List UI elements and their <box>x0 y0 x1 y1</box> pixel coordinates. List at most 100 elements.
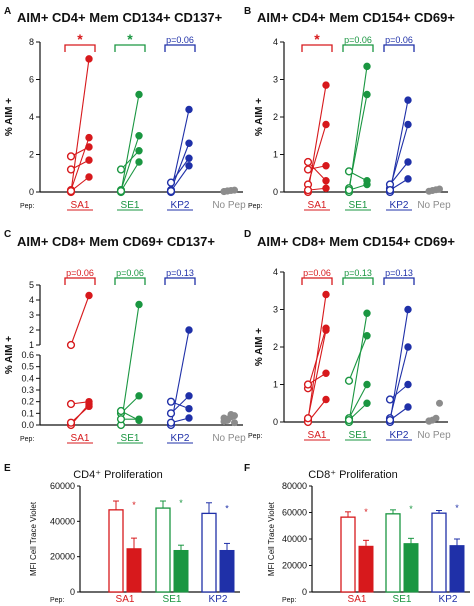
y-tick-label: 4 <box>273 37 278 47</box>
category-label: No Pep <box>417 430 451 441</box>
pep-label: Pep: <box>50 597 64 604</box>
point-stim <box>185 154 193 162</box>
bar-stim <box>358 545 374 593</box>
y-tick-label: 40000 <box>282 534 307 544</box>
significance-label: p=0.06 <box>385 35 413 45</box>
point-stim <box>404 343 412 351</box>
point-stim <box>185 414 193 422</box>
category-label: No Pep <box>212 433 246 444</box>
point-nopep <box>224 416 231 424</box>
point-stim <box>322 184 330 192</box>
point-stim <box>185 105 193 114</box>
pair-line <box>120 304 140 426</box>
pair-line <box>120 94 140 193</box>
category-label: SE1 <box>393 594 412 605</box>
point-nopep <box>425 417 433 425</box>
significance-bracket <box>114 277 146 285</box>
point-stim <box>185 392 193 400</box>
point-unstim <box>166 409 176 418</box>
pep-label: Pep: <box>248 203 262 210</box>
y-tick-label: 20000 <box>282 561 307 571</box>
y-tick-label: 0 <box>302 587 307 597</box>
y-tick-label: 0.1 <box>21 408 34 418</box>
chart-title: CD4⁺ Proliferation <box>73 469 163 481</box>
category-label: SA1 <box>308 430 327 441</box>
point-stim <box>363 399 371 407</box>
panel-e: E CD4⁺ Proliferation 0 20000 40000 60000 MFI C… <box>4 463 240 605</box>
pair-line <box>348 313 368 423</box>
point-unstim <box>344 376 354 385</box>
point-stim <box>363 62 371 71</box>
point-nopep <box>436 185 443 193</box>
point-nopep <box>436 399 443 407</box>
y-tick-label: 6 <box>29 75 34 85</box>
point-unstim <box>66 186 76 196</box>
point-stim <box>85 291 93 300</box>
category-label: No Pep <box>417 200 451 211</box>
point-stim <box>322 162 330 170</box>
y-axis-label: MFI Cell Trace Violet <box>29 501 38 576</box>
point-stim <box>322 120 330 129</box>
point-unstim <box>66 340 76 350</box>
panel-a: A AIM+ CD4+ Mem CD134+ CD137+ 0 2 4 6 8 % AIM +… <box>4 6 246 211</box>
panel-b: B AIM+ CD4+ Mem CD154+ CD69+ 0 1 2 3 4 % AIM + P… <box>244 6 455 211</box>
point-unstim <box>303 186 313 195</box>
y-axis-label: % AIM + <box>254 98 265 136</box>
y-tick-label: 0 <box>273 417 278 427</box>
significance-label: * <box>77 31 83 47</box>
point-unstim <box>116 406 126 416</box>
point-stim <box>322 177 330 185</box>
bar-unstim <box>340 516 356 593</box>
pair-line <box>170 165 190 192</box>
point-stim <box>404 158 412 166</box>
y-tick-label: 4 <box>29 295 34 305</box>
point-stim <box>185 404 193 413</box>
category-label: SA1 <box>308 200 327 211</box>
pair-line <box>70 295 90 346</box>
category-label: SE1 <box>121 433 140 444</box>
pair-line <box>389 161 409 185</box>
point-stim <box>135 90 143 99</box>
significance-bracket <box>342 277 374 285</box>
point-stim <box>404 175 412 183</box>
bar-unstim <box>385 513 401 593</box>
significance-label: p=0.13 <box>166 268 194 278</box>
point-stim <box>322 395 330 404</box>
significance-label: p=0.06 <box>344 35 372 45</box>
y-tick-label: 1 <box>29 340 34 350</box>
y-tick-label: 3 <box>273 305 278 315</box>
point-unstim <box>303 157 313 167</box>
point-stim <box>135 392 143 400</box>
point-unstim <box>166 186 176 196</box>
y-tick-label: 1 <box>273 380 278 390</box>
y-tick-label: 80000 <box>282 481 307 491</box>
point-stim <box>363 90 371 99</box>
pair-line <box>348 384 368 419</box>
point-nopep <box>231 186 238 194</box>
y-tick-label: 2 <box>29 325 34 335</box>
point-unstim <box>116 415 126 424</box>
pair-line <box>389 309 409 423</box>
category-label: KP2 <box>439 594 458 605</box>
bar-unstim <box>155 507 171 593</box>
category-label: SE1 <box>163 594 182 605</box>
panel-letter: F <box>244 463 250 474</box>
significance-bracket <box>164 277 196 285</box>
point-stim <box>322 81 330 89</box>
point-unstim <box>66 165 76 174</box>
point-unstim <box>344 167 354 176</box>
y-axis-label: MFI Cell Trace Violet <box>267 501 276 576</box>
chart-title: AIM+ CD8+ Mem CD154+ CD69+ <box>257 234 455 249</box>
y-tick-label: 0 <box>29 187 34 197</box>
y-tick-label: 0.4 <box>21 373 34 383</box>
panel-c: C AIM+ CD8+ Mem CD69+ CD137+ 0.0 0.10.2 0.3 0… <box>4 229 246 444</box>
y-axis-label: % AIM + <box>4 98 15 136</box>
bar-stim <box>449 545 465 593</box>
chart-title: AIM+ CD4+ Mem CD154+ CD69+ <box>257 10 455 25</box>
category-label: SE1 <box>349 200 368 211</box>
panel-d: D AIM+ CD8+ Mem CD154+ CD69+ 0 1 2 3 4 % AIM + P… <box>244 229 455 441</box>
pair-line <box>389 346 409 419</box>
y-tick-label: 3 <box>273 75 278 85</box>
pair-line <box>307 330 327 419</box>
